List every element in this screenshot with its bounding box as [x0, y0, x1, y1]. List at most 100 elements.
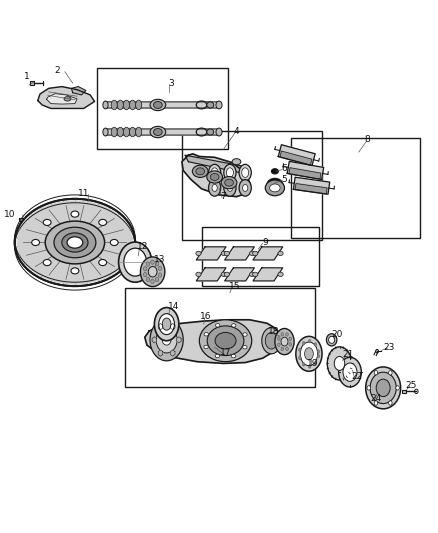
Ellipse shape [130, 100, 136, 110]
Ellipse shape [227, 184, 233, 191]
Ellipse shape [225, 179, 233, 186]
Ellipse shape [243, 333, 247, 336]
Polygon shape [145, 320, 280, 364]
Ellipse shape [71, 211, 79, 217]
Ellipse shape [328, 336, 335, 343]
Polygon shape [293, 177, 330, 194]
Ellipse shape [124, 248, 147, 276]
Ellipse shape [54, 227, 96, 258]
Ellipse shape [232, 159, 241, 165]
Text: 25: 25 [406, 381, 417, 390]
Ellipse shape [374, 401, 378, 405]
Ellipse shape [146, 277, 150, 281]
Ellipse shape [339, 357, 361, 387]
Ellipse shape [296, 336, 322, 372]
Ellipse shape [136, 127, 142, 137]
Ellipse shape [334, 357, 345, 370]
Ellipse shape [267, 179, 283, 190]
Polygon shape [106, 102, 219, 108]
Ellipse shape [243, 184, 248, 191]
Text: 8: 8 [364, 135, 370, 144]
Ellipse shape [376, 379, 390, 397]
Ellipse shape [158, 273, 162, 277]
Ellipse shape [151, 279, 154, 284]
Ellipse shape [14, 199, 135, 286]
Ellipse shape [110, 239, 118, 246]
Ellipse shape [155, 278, 159, 282]
Ellipse shape [231, 354, 236, 358]
Ellipse shape [299, 348, 301, 351]
Polygon shape [170, 324, 175, 330]
Ellipse shape [151, 260, 154, 264]
Polygon shape [287, 161, 324, 180]
Ellipse shape [162, 335, 171, 345]
Ellipse shape [146, 262, 150, 266]
Ellipse shape [221, 176, 237, 189]
Ellipse shape [99, 260, 106, 265]
Ellipse shape [226, 168, 233, 177]
Ellipse shape [265, 333, 278, 349]
Ellipse shape [196, 168, 205, 175]
Ellipse shape [158, 266, 162, 271]
Ellipse shape [326, 334, 337, 346]
Text: 17: 17 [220, 349, 231, 358]
Ellipse shape [199, 320, 252, 362]
Bar [125, 288, 315, 386]
Ellipse shape [281, 337, 288, 346]
Ellipse shape [154, 308, 179, 341]
Ellipse shape [204, 345, 208, 349]
Ellipse shape [314, 361, 317, 365]
Ellipse shape [117, 127, 124, 137]
Ellipse shape [265, 180, 285, 196]
Ellipse shape [215, 324, 220, 327]
Ellipse shape [262, 328, 281, 354]
Polygon shape [38, 87, 95, 108]
Text: 15: 15 [229, 281, 240, 290]
Polygon shape [196, 268, 226, 281]
Ellipse shape [299, 356, 301, 360]
Ellipse shape [304, 348, 313, 360]
Ellipse shape [130, 127, 136, 137]
Ellipse shape [208, 164, 221, 181]
Text: 16: 16 [200, 312, 212, 321]
Ellipse shape [243, 345, 247, 349]
Ellipse shape [124, 100, 130, 110]
Ellipse shape [389, 370, 392, 375]
Ellipse shape [242, 168, 249, 177]
Polygon shape [46, 94, 77, 104]
Polygon shape [185, 155, 251, 175]
Ellipse shape [270, 184, 280, 192]
Ellipse shape [286, 333, 288, 336]
Ellipse shape [289, 343, 292, 346]
Ellipse shape [317, 350, 320, 353]
Ellipse shape [117, 100, 124, 110]
Ellipse shape [204, 333, 208, 336]
Polygon shape [402, 390, 406, 393]
Ellipse shape [281, 333, 283, 336]
Ellipse shape [224, 272, 230, 277]
Ellipse shape [224, 164, 236, 181]
Ellipse shape [64, 96, 71, 101]
Ellipse shape [314, 343, 317, 346]
Polygon shape [170, 350, 175, 356]
Ellipse shape [253, 272, 258, 277]
Ellipse shape [275, 328, 294, 354]
Bar [201, 227, 319, 286]
Ellipse shape [239, 180, 251, 196]
Ellipse shape [289, 337, 292, 341]
Ellipse shape [43, 260, 51, 265]
Ellipse shape [343, 363, 357, 381]
Ellipse shape [43, 220, 51, 225]
Polygon shape [177, 337, 181, 343]
Ellipse shape [215, 354, 219, 358]
Ellipse shape [124, 127, 130, 137]
Text: 14: 14 [167, 302, 179, 311]
Ellipse shape [286, 347, 288, 351]
Text: 1: 1 [24, 72, 30, 81]
Ellipse shape [221, 272, 226, 277]
Ellipse shape [327, 347, 352, 380]
Text: 2: 2 [55, 66, 60, 75]
Polygon shape [278, 145, 315, 166]
Ellipse shape [207, 326, 244, 356]
Bar [291, 138, 420, 238]
